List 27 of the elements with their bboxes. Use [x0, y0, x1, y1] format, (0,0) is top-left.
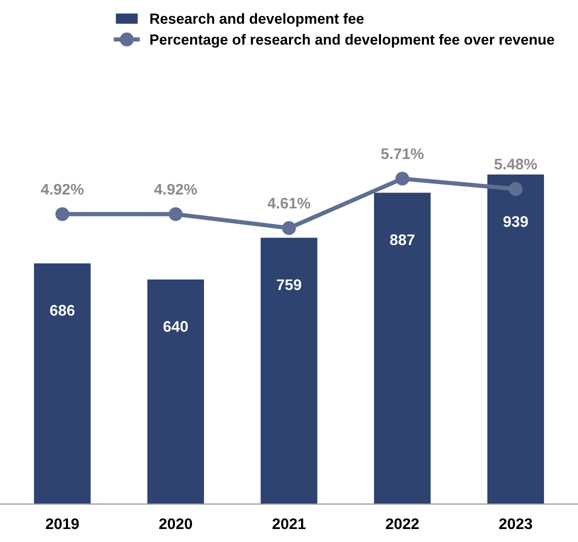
bar	[374, 192, 431, 504]
x-tick-label: 2021	[272, 518, 306, 530]
data-label: 640	[163, 321, 188, 332]
point	[395, 172, 410, 186]
bar	[487, 174, 544, 504]
data-label: 4.92%	[154, 184, 197, 195]
data-label: 887	[390, 234, 414, 246]
point	[55, 207, 70, 222]
bar	[260, 238, 318, 504]
x-tick-label: 2023	[499, 518, 532, 530]
x-tick-label: 2022	[386, 518, 419, 530]
point	[508, 182, 523, 196]
x-tick-label: 2019	[46, 518, 79, 530]
bar	[147, 279, 204, 504]
data-label: 4.61%	[268, 198, 310, 209]
data-label: 686	[50, 304, 75, 316]
bar	[34, 263, 91, 504]
legend-label: Research and development fee	[150, 13, 364, 27]
data-label: 759	[276, 279, 302, 290]
data-label: 939	[503, 216, 528, 227]
x-tick-label: 2020	[159, 518, 192, 530]
legend-label: Percentage of research and development fee over revenue	[150, 34, 554, 48]
point	[282, 221, 296, 235]
data-label: 5.48%	[494, 158, 537, 170]
data-label: 4.92%	[40, 184, 84, 195]
point	[168, 207, 183, 222]
data-label: 5.71%	[381, 148, 424, 160]
